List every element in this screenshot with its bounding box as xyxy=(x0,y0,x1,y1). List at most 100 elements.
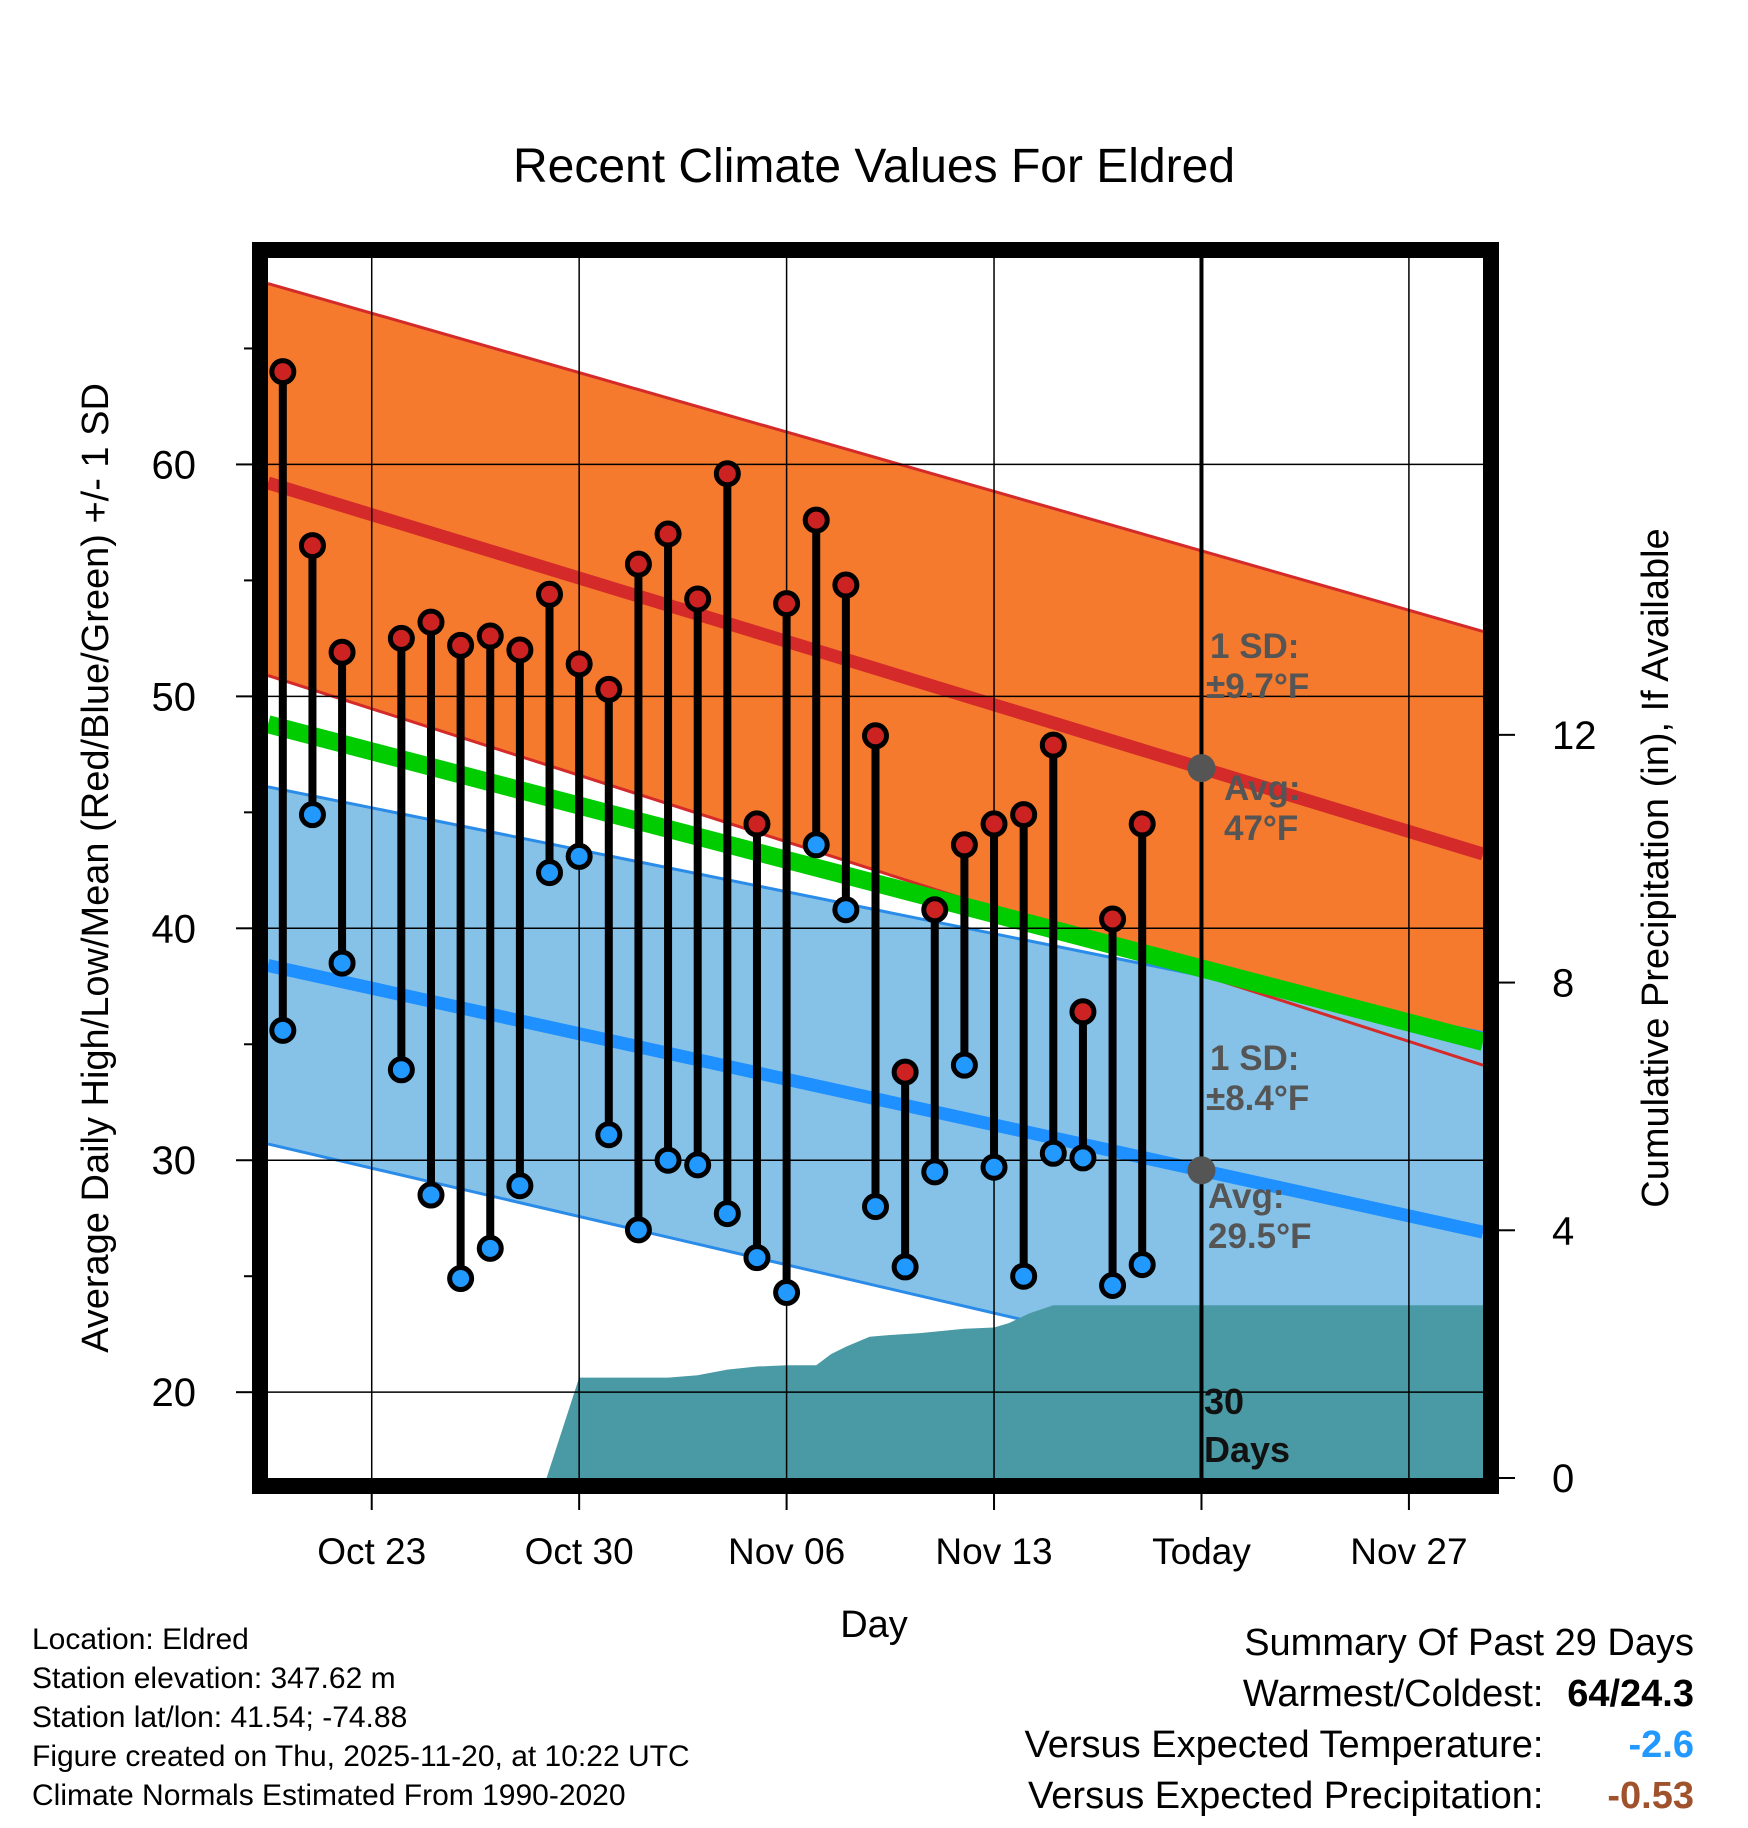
daily-low-point xyxy=(862,1193,889,1221)
y-axis-title: Average Daily High/Low/Mean (Red/Blue/Gr… xyxy=(75,383,117,1353)
precip-row: Versus Expected Precipitation: -0.53 xyxy=(1025,1771,1694,1822)
daily-high-point xyxy=(417,608,445,636)
summary-panel: Summary Of Past 29 Days Warmest/Coldest:… xyxy=(1025,1618,1694,1822)
warmest-value: 64/24.3 xyxy=(1567,1673,1694,1715)
elevation-text: Station elevation: 347.62 m xyxy=(32,1662,396,1695)
daily-low-point xyxy=(684,1151,712,1179)
y2-tick-label: 0 xyxy=(1552,1457,1574,1501)
daily-high-point xyxy=(1069,998,1097,1026)
daily-low-point xyxy=(1099,1271,1127,1299)
daily-low-point xyxy=(802,831,830,859)
warmest-row: Warmest/Coldest: 64/24.3 xyxy=(1025,1669,1694,1720)
x-tick-label: Nov 06 xyxy=(728,1531,845,1572)
daily-high-point xyxy=(921,896,949,924)
x-tick-label: Oct 30 xyxy=(525,1531,634,1572)
daily-high-point xyxy=(1010,801,1038,829)
daily-high-point xyxy=(624,550,652,578)
latlon-text: Station lat/lon: 41.54; -74.88 xyxy=(32,1701,408,1734)
daily-high-point xyxy=(565,650,593,678)
x-tick-label: Today xyxy=(1152,1531,1251,1572)
warmest-label: Warmest/Coldest: xyxy=(1242,1673,1544,1715)
y2-tick-label: 12 xyxy=(1552,714,1597,758)
daily-high-point xyxy=(684,585,712,613)
daily-high-point xyxy=(950,831,978,859)
y2-tick-label: 4 xyxy=(1552,1209,1574,1253)
period-unit: Days xyxy=(1204,1429,1290,1470)
y-tick-label: 50 xyxy=(152,675,197,719)
x-axis-title: Day xyxy=(840,1604,908,1646)
daily-high-point xyxy=(269,358,297,386)
temp-value: -2.6 xyxy=(1628,1724,1694,1766)
daily-high-point xyxy=(506,636,534,664)
high-avg-label: Avg: xyxy=(1224,769,1300,808)
daily-low-point xyxy=(1039,1139,1067,1167)
daily-high-point xyxy=(743,810,771,838)
daily-low-point xyxy=(743,1244,771,1272)
y2-axis-title: Cumulative Precipitation (in), If Availa… xyxy=(1635,528,1677,1207)
daily-high-point xyxy=(980,810,1008,838)
today-high-avg-marker xyxy=(1187,754,1216,783)
period-number: 30 xyxy=(1204,1381,1244,1422)
daily-low-point xyxy=(269,1016,297,1044)
low-sd-value: ±8.4°F xyxy=(1206,1079,1309,1118)
daily-low-point xyxy=(654,1146,682,1174)
daily-low-point xyxy=(624,1216,652,1244)
x-tick-label: Nov 27 xyxy=(1350,1531,1467,1572)
daily-low-point xyxy=(713,1200,741,1228)
temp-row: Versus Expected Temperature: -2.6 xyxy=(1025,1720,1694,1771)
daily-high-point xyxy=(773,590,801,618)
daily-high-point xyxy=(832,571,860,599)
daily-low-point xyxy=(417,1181,445,1209)
daily-low-point xyxy=(476,1234,504,1262)
daily-high-point xyxy=(862,722,889,750)
daily-high-point xyxy=(387,624,415,652)
daily-low-point xyxy=(773,1278,801,1306)
location-text: Location: Eldred xyxy=(32,1623,249,1656)
summary-title: Summary Of Past 29 Days xyxy=(1244,1622,1694,1664)
low-avg-label: Avg: xyxy=(1208,1177,1284,1216)
daily-high-point xyxy=(1039,731,1067,759)
daily-low-point xyxy=(832,896,860,924)
daily-low-point xyxy=(387,1056,415,1084)
high-sd-value: ±9.7°F xyxy=(1206,667,1309,706)
daily-high-point xyxy=(1128,810,1156,838)
station-info: Location: Eldred Station elevation: 347.… xyxy=(32,1620,690,1815)
daily-high-point xyxy=(476,622,504,650)
daily-low-point xyxy=(298,801,326,829)
daily-low-point xyxy=(536,859,564,887)
daily-low-point xyxy=(980,1153,1008,1181)
daily-low-point xyxy=(891,1253,919,1281)
daily-high-point xyxy=(891,1058,919,1086)
high-sd-label: 1 SD: xyxy=(1210,627,1299,666)
daily-low-point xyxy=(328,949,356,977)
daily-low-point xyxy=(1069,1144,1097,1172)
high-sd-upper-edge xyxy=(268,282,1483,633)
daily-high-point xyxy=(1099,905,1127,933)
daily-low-point xyxy=(1010,1262,1038,1290)
y-tick-label: 40 xyxy=(152,907,197,951)
daily-low-point xyxy=(447,1265,475,1293)
daily-high-point xyxy=(447,631,475,659)
precip-value: -0.53 xyxy=(1607,1775,1694,1817)
low-avg-value: 29.5°F xyxy=(1208,1217,1312,1256)
x-tick-label: Nov 13 xyxy=(935,1531,1052,1572)
temp-label: Versus Expected Temperature: xyxy=(1024,1724,1544,1766)
daily-low-point xyxy=(565,842,593,870)
y-tick-label: 60 xyxy=(152,443,197,487)
daily-low-point xyxy=(921,1158,949,1186)
precip-label: Versus Expected Precipitation: xyxy=(1028,1775,1544,1817)
daily-high-point xyxy=(298,532,326,560)
high-avg-value: 47°F xyxy=(1224,809,1298,848)
low-sd-label: 1 SD: xyxy=(1210,1039,1299,1078)
daily-high-point xyxy=(713,460,741,488)
created-text: Figure created on Thu, 2025-11-20, at 10… xyxy=(32,1740,690,1773)
y-tick-label: 20 xyxy=(152,1371,197,1415)
today-low-avg-marker xyxy=(1187,1156,1216,1185)
daily-low-point xyxy=(1128,1251,1156,1279)
daily-low-point xyxy=(506,1172,534,1200)
normals-text: Climate Normals Estimated From 1990-2020 xyxy=(32,1779,626,1812)
daily-high-point xyxy=(536,580,564,608)
daily-high-point xyxy=(595,675,623,703)
chart-title: Recent Climate Values For Eldred xyxy=(513,140,1235,193)
